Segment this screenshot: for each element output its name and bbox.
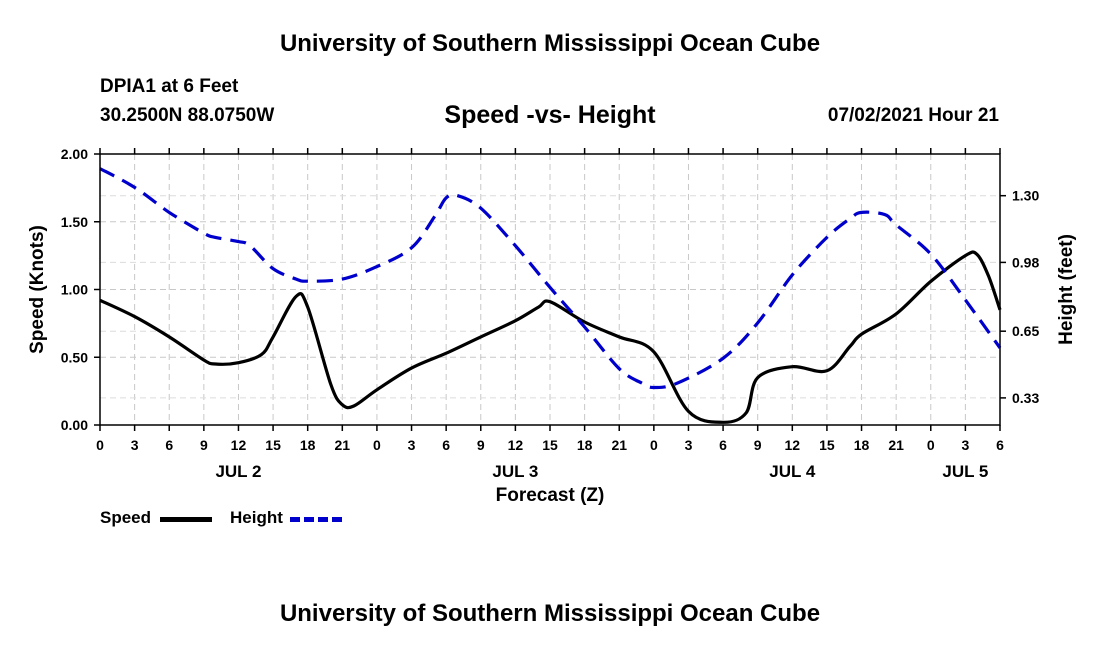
x-tick-label: 21 [888,437,904,453]
x-tick-label: 15 [265,437,281,453]
x-tick-label: 12 [508,437,524,453]
forecast-datetime: 07/02/2021 Hour 21 [827,105,999,126]
legend-line-speed [160,517,212,522]
x-tick-label: 9 [477,437,485,453]
series-line-speed [99,250,1002,424]
x-tick-label: 0 [927,437,935,453]
axes-layer [94,148,1006,431]
x-tick-label: 0 [96,437,104,453]
x-tick-label: 12 [231,437,247,453]
x-tick-label: 6 [165,437,173,453]
labels-layer: 0 3 6 9 12 15 18 21 0 3 6 9 12 15 18 21 0 3 6 9 12 15 18 21 0 3 6J… [27,146,1077,506]
x-tick-label: 9 [200,437,208,453]
footer-title: University of Southern Mississippi Ocean… [279,600,821,627]
x-tick-label: 15 [542,437,558,453]
x-tick-label: 18 [854,437,870,453]
grid-layer [100,154,1000,425]
y-tick-label: 1.50 [61,214,88,230]
station-name: DPIA1 at 6 Feet [100,76,239,97]
legend-line-height [290,517,342,522]
x-tick-label: 9 [754,437,762,453]
x-tick-label: 6 [442,437,450,453]
x-axis-title: Forecast (Z) [496,485,605,506]
x-tick-label: 6 [996,437,1004,453]
x-tick-label: 3 [961,437,969,453]
date-label: JUL 5 [942,462,988,481]
y2-axis-title: Height (feet) [1056,234,1077,345]
y-tick-label: 0.50 [61,349,88,365]
x-tick-label: 18 [577,437,593,453]
y-tick-label: 1.00 [61,282,88,298]
y-tick-label: 2.00 [61,146,88,162]
legend-label-height: Height [230,508,283,527]
x-tick-label: 21 [611,437,627,453]
date-label: JUL 4 [769,462,816,481]
x-tick-label: 15 [819,437,835,453]
x-tick-label: 3 [408,437,416,453]
x-tick-label: 3 [131,437,139,453]
page-title: University of Southern Mississippi Ocean… [279,30,821,57]
x-tick-label: 0 [373,437,381,453]
x-tick-label: 0 [650,437,658,453]
x-tick-label: 18 [300,437,316,453]
x-tick-label: 3 [685,437,693,453]
x-tick-label: 6 [719,437,727,453]
y2-tick-label: 0.98 [1012,254,1039,270]
legend-label-speed: Speed [100,508,152,527]
y-axis-title: Speed (Knots) [27,225,48,354]
series-line-height [99,167,1002,390]
y2-tick-label: 0.65 [1012,323,1039,339]
date-label: JUL 2 [215,462,261,481]
y-tick-label: 0.00 [61,417,88,433]
chart-title: Speed -vs- Height [444,101,656,129]
x-tick-label: 21 [335,437,351,453]
station-coordinates: 30.2500N 88.0750W [100,105,275,126]
date-label: JUL 3 [492,462,538,481]
series-layer [99,167,1002,424]
y2-tick-label: 1.30 [1012,188,1039,204]
x-tick-label: 12 [785,437,801,453]
y2-tick-label: 0.33 [1012,390,1039,406]
